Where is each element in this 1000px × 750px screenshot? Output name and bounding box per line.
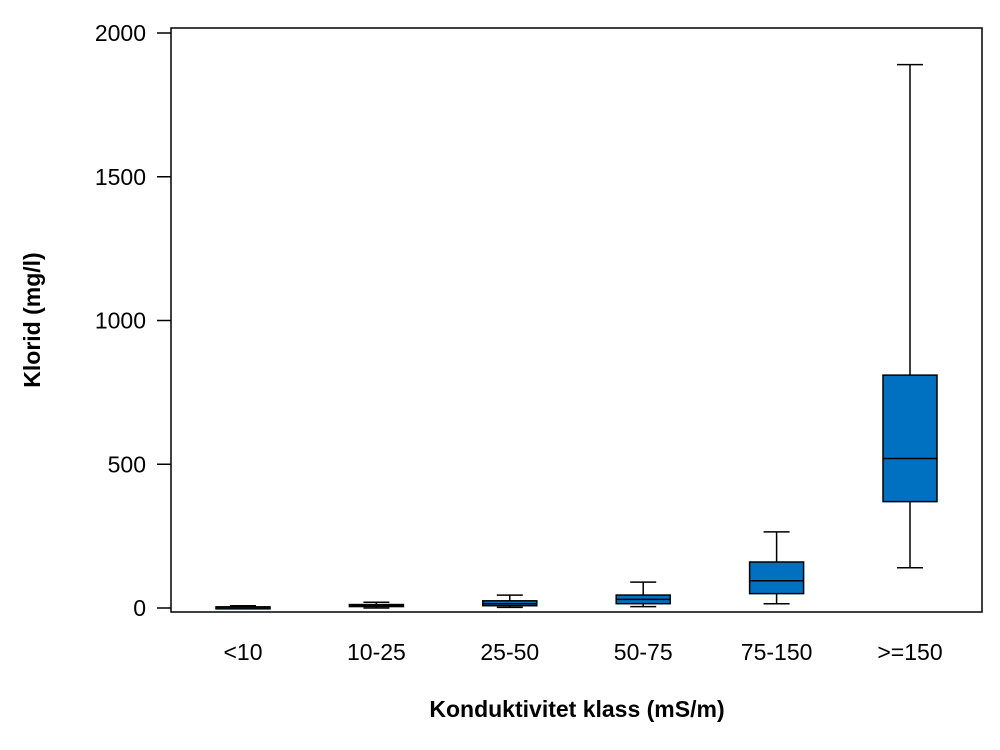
x-tick-label: <10 <box>223 639 262 665</box>
y-tick-label: 1000 <box>95 308 146 334</box>
box-1 <box>215 604 271 610</box>
x-tick-label: 25-50 <box>480 639 539 665</box>
y-tick-label: 0 <box>133 595 146 621</box>
x-axis: <10 10-25 25-50 50-75 75-150 >=150 <box>223 639 942 665</box>
x-tick-label: 10-25 <box>347 639 406 665</box>
box-series <box>215 63 938 610</box>
plot-area-frame <box>170 27 983 613</box>
y-tick-label: 500 <box>108 451 146 477</box>
iqr-box <box>748 561 805 595</box>
x-tick-label: 75-150 <box>741 639 813 665</box>
x-axis-title: Konduktivitet klass (mS/m) <box>429 696 724 722</box>
y-axis-title: Klorid (mg/l) <box>19 252 45 387</box>
x-tick-label: 50-75 <box>614 639 673 665</box>
box-6 <box>882 63 938 569</box>
iqr-box <box>882 374 938 503</box>
x-tick-label: >=150 <box>877 639 942 665</box>
box-2 <box>348 601 405 609</box>
box-4 <box>615 581 671 608</box>
box-3 <box>482 594 538 609</box>
y-tick-label: 1500 <box>95 164 146 190</box>
y-axis: 0 500 1000 1500 2000 <box>95 20 171 621</box>
y-tick-label: 2000 <box>95 20 146 46</box>
box-5 <box>748 531 805 605</box>
